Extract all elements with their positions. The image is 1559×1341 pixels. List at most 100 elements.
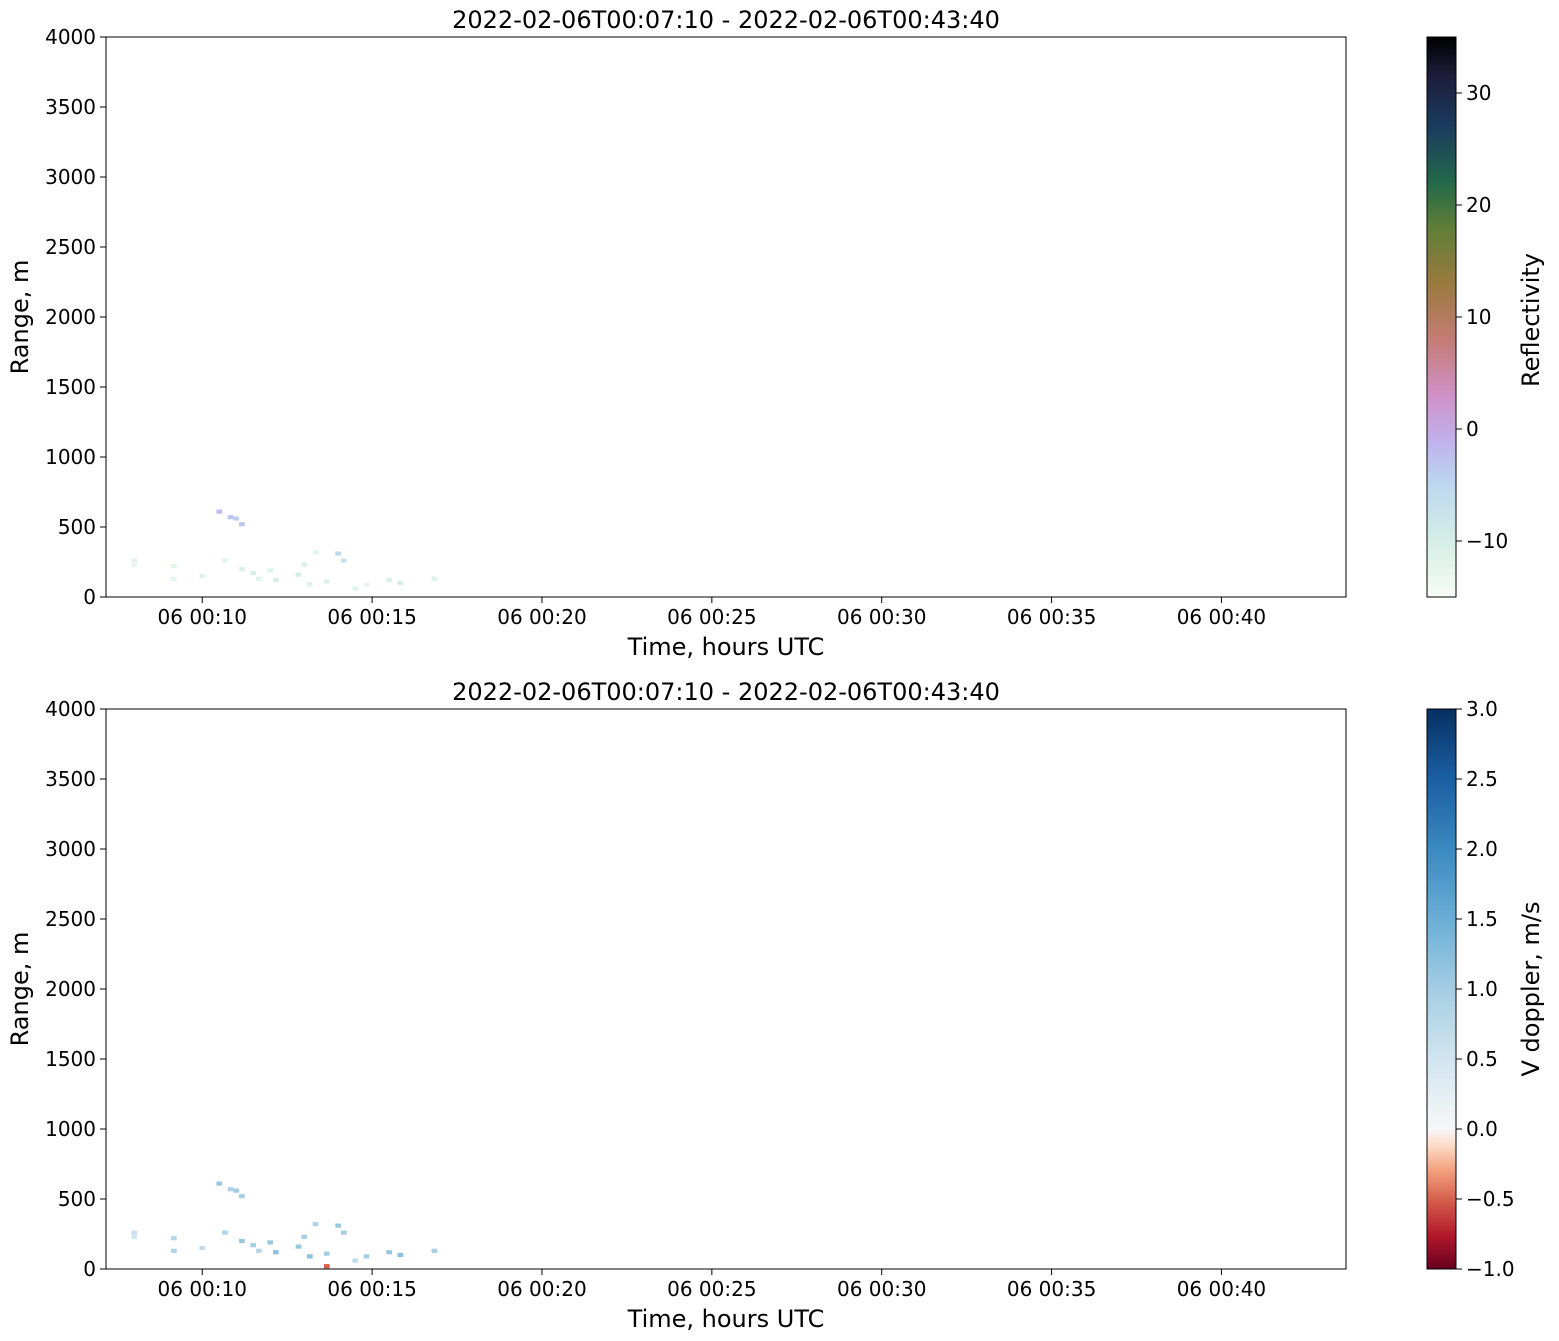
heatmap-cell [307, 582, 313, 587]
heatmap-cell [340, 1230, 347, 1235]
colorbar-tick-label: 0 [1466, 417, 1479, 441]
heatmap-cell [222, 558, 228, 563]
heatmap-cell [307, 1254, 313, 1259]
y-tick-label: 1000 [45, 445, 96, 469]
heatmap-cell [273, 1250, 279, 1255]
heatmap-cell [171, 576, 177, 581]
x-tick-label: 06 00:40 [1177, 1277, 1266, 1301]
heatmap-cell [295, 1244, 302, 1249]
heatmap-cell [233, 1188, 240, 1193]
heatmap-cell [239, 1238, 245, 1244]
heatmap-cell [335, 1223, 341, 1228]
colorbar-tick-label: −10 [1466, 529, 1508, 553]
heatmap-cell [323, 579, 330, 584]
heatmap-cell [386, 1250, 392, 1255]
plot-frame [105, 36, 1347, 598]
reflectivity-panel: 2022-02-06T00:07:10 - 2022-02-06T00:43:4… [6, 6, 1545, 661]
heatmap-cell [227, 1187, 234, 1192]
plot-frame [105, 708, 1347, 1270]
heatmap-cell [131, 562, 138, 567]
y-tick-label: 0 [83, 585, 96, 609]
heatmap-cell [199, 1245, 206, 1251]
heatmap-cell [222, 1230, 228, 1235]
x-tick-label: 06 00:25 [667, 605, 756, 629]
heatmap-cell [323, 1251, 330, 1256]
y-tick-label: 1000 [45, 1117, 96, 1141]
y-tick-label: 2500 [45, 907, 96, 931]
x-tick-label: 06 00:10 [158, 1277, 247, 1301]
colorbar-tick-label: 1.0 [1466, 977, 1498, 1001]
y-tick-label: 1500 [45, 375, 96, 399]
x-tick-label: 06 00:20 [497, 605, 586, 629]
heatmap-cell [239, 566, 245, 572]
heatmap-cell [256, 1248, 262, 1253]
y-axis-label: Range, m [6, 932, 34, 1047]
colorbar-label: V doppler, m/s [1517, 902, 1545, 1077]
x-tick-label: 06 00:10 [158, 605, 247, 629]
heatmap-cell [363, 1254, 370, 1259]
heatmap-cell [216, 509, 223, 514]
y-tick-label: 2000 [45, 305, 96, 329]
heatmap-cell [250, 1243, 257, 1248]
heatmap-cell [131, 1234, 138, 1239]
y-tick-label: 2500 [45, 235, 96, 259]
x-axis-label: Time, hours UTC [627, 633, 825, 661]
colorbar-ticks: −10 0 10 20 30 [1456, 81, 1508, 553]
x-tick-label: 06 00:15 [327, 1277, 416, 1301]
heatmap-cell [171, 564, 177, 569]
heatmap-cell [312, 550, 319, 555]
chart-title: 2022-02-06T00:07:10 - 2022-02-06T00:43:4… [452, 678, 1000, 706]
y-tick-label: 3500 [45, 95, 96, 119]
heatmap-cell [171, 1248, 177, 1253]
y-tick-label: 1500 [45, 1047, 96, 1071]
heatmap-cell [312, 1222, 319, 1227]
y-tick-label: 2000 [45, 977, 96, 1001]
heatmap-cell [239, 522, 245, 527]
colorbar [1426, 36, 1457, 598]
colorbar-tick-label: 3.0 [1466, 697, 1498, 721]
heatmap-cells [131, 509, 438, 591]
y-axis-ticks: 0 500 1000 1500 2000 2500 3000 3500 4000 [45, 697, 106, 1281]
x-tick-label: 06 00:30 [837, 1277, 926, 1301]
heatmap-cell [431, 1248, 438, 1253]
heatmap-cell [216, 1181, 223, 1186]
colorbar-tick-label: 30 [1466, 81, 1491, 105]
colorbar-ticks: −1.0 −0.5 0.0 0.5 1.0 1.5 2.0 2.5 3.0 [1456, 697, 1515, 1281]
heatmap-cell [397, 1252, 404, 1258]
colorbar-tick-label: 2.0 [1466, 837, 1498, 861]
heatmap-cell [301, 1234, 307, 1239]
y-tick-label: 4000 [45, 697, 96, 721]
y-tick-label: 3500 [45, 767, 96, 791]
heatmap-cell [273, 578, 279, 583]
y-tick-label: 3000 [45, 165, 96, 189]
x-tick-label: 06 00:20 [497, 1277, 586, 1301]
doppler-panel: 2022-02-06T00:07:10 - 2022-02-06T00:43:4… [6, 678, 1545, 1333]
colorbar-tick-label: 2.5 [1466, 767, 1498, 791]
heatmap-cell [227, 515, 234, 520]
x-tick-label: 06 00:25 [667, 1277, 756, 1301]
heatmap-cell [397, 580, 404, 586]
heatmap-cell [295, 572, 302, 577]
x-tick-label: 06 00:40 [1177, 605, 1266, 629]
x-tick-label: 06 00:30 [837, 605, 926, 629]
heatmap-cell [256, 576, 262, 581]
heatmap-cell [267, 1240, 274, 1245]
heatmap-cells [131, 1181, 438, 1269]
x-axis-label: Time, hours UTC [627, 1305, 825, 1333]
heatmap-cell [335, 551, 341, 556]
x-tick-label: 06 00:35 [1007, 1277, 1096, 1301]
y-tick-label: 3000 [45, 837, 96, 861]
colorbar-tick-label: 0.0 [1466, 1117, 1498, 1141]
colorbar-tick-label: 20 [1466, 193, 1491, 217]
y-tick-label: 0 [83, 1257, 96, 1281]
heatmap-cell [239, 1194, 245, 1199]
heatmap-cell [323, 1264, 330, 1269]
colorbar-tick-label: 0.5 [1466, 1047, 1498, 1071]
colorbar [1426, 708, 1457, 1270]
heatmap-cell [267, 568, 274, 573]
y-tick-label: 4000 [45, 25, 96, 49]
heatmap-cell [131, 1230, 138, 1235]
x-axis-ticks: 06 00:10 06 00:15 06 00:20 06 00:25 06 00:30… [158, 597, 1266, 629]
heatmap-cell [250, 571, 257, 576]
